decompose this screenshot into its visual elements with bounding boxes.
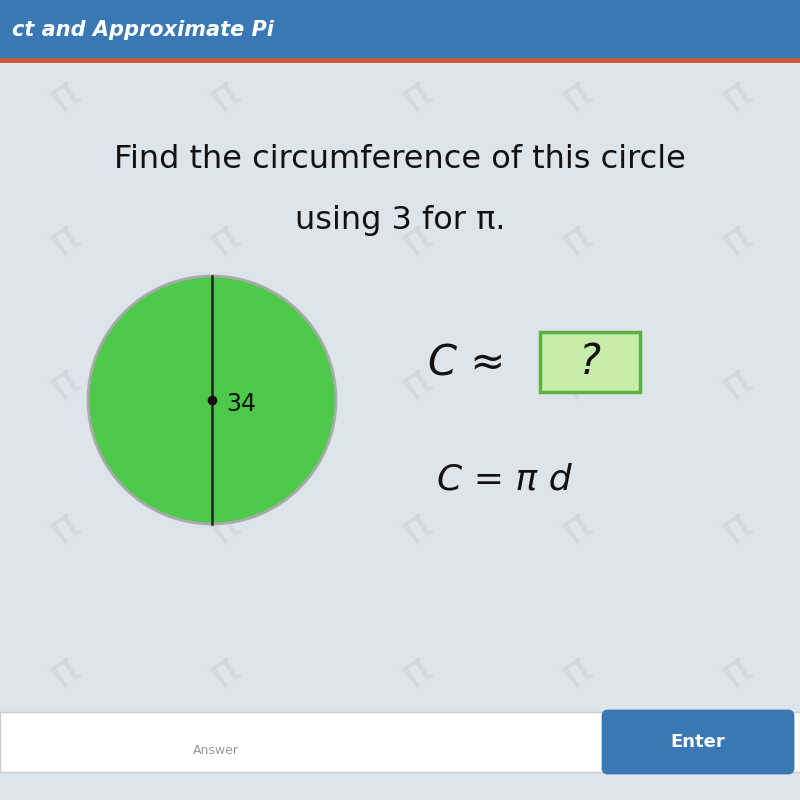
Text: π: π [201, 358, 247, 410]
Text: Enter: Enter [670, 733, 726, 751]
Text: π: π [393, 214, 439, 266]
Text: C ≈: C ≈ [428, 343, 506, 385]
Text: π: π [553, 358, 599, 410]
Text: π: π [41, 214, 87, 266]
Text: using 3 for π.: using 3 for π. [294, 205, 506, 235]
Text: π: π [41, 646, 87, 698]
Text: π: π [201, 502, 247, 554]
Text: π: π [553, 502, 599, 554]
Text: π: π [393, 646, 439, 698]
Text: π: π [553, 214, 599, 266]
FancyBboxPatch shape [602, 710, 794, 774]
Text: π: π [553, 70, 599, 122]
Text: π: π [713, 214, 759, 266]
Text: π: π [393, 358, 439, 410]
Text: π: π [201, 214, 247, 266]
Text: π: π [713, 502, 759, 554]
Text: π: π [393, 502, 439, 554]
Text: π: π [713, 646, 759, 698]
Text: 34: 34 [226, 392, 257, 416]
Text: π: π [41, 70, 87, 122]
FancyBboxPatch shape [0, 0, 800, 60]
FancyBboxPatch shape [540, 332, 640, 392]
Text: ?: ? [579, 341, 601, 383]
Circle shape [88, 276, 336, 524]
Text: Find the circumference of this circle: Find the circumference of this circle [114, 145, 686, 175]
Text: π: π [713, 70, 759, 122]
Text: π: π [41, 502, 87, 554]
Text: π: π [553, 646, 599, 698]
Text: π: π [393, 70, 439, 122]
Text: ct and Approximate Pi: ct and Approximate Pi [12, 20, 274, 40]
Text: C = π d: C = π d [437, 463, 571, 497]
FancyBboxPatch shape [0, 712, 800, 772]
Text: π: π [201, 70, 247, 122]
Text: Answer: Answer [193, 745, 239, 758]
Text: π: π [713, 358, 759, 410]
Text: π: π [41, 358, 87, 410]
Text: π: π [201, 646, 247, 698]
